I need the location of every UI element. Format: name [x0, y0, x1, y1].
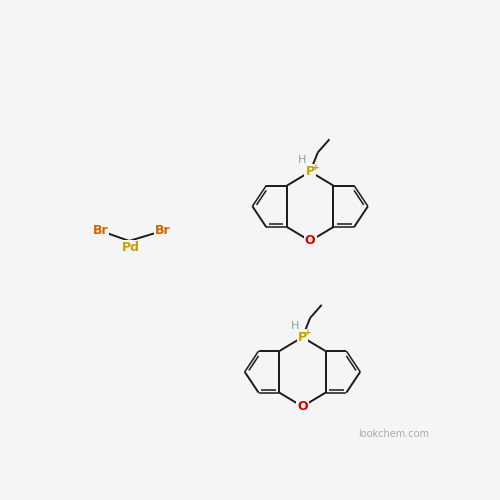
Text: Br: Br [93, 224, 108, 236]
Text: P: P [306, 165, 314, 178]
Text: H: H [290, 320, 299, 330]
Text: +: + [304, 328, 312, 337]
Text: +: + [312, 162, 320, 172]
Text: Pd: Pd [122, 240, 140, 254]
Text: H: H [298, 155, 306, 165]
Text: O: O [305, 234, 316, 248]
Text: O: O [297, 400, 308, 413]
Text: P: P [298, 330, 307, 344]
Text: Br: Br [154, 224, 170, 236]
Text: lookchem.com: lookchem.com [358, 429, 430, 439]
